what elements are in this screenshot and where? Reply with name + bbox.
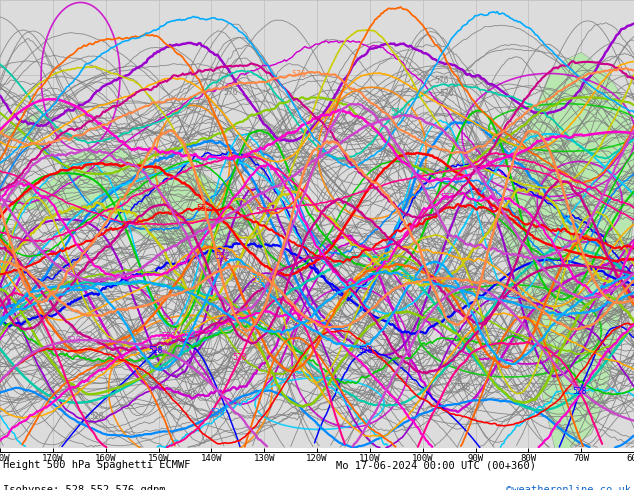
Text: 528: 528	[233, 353, 247, 362]
Text: 552: 552	[463, 285, 477, 294]
Text: 552: 552	[280, 276, 295, 285]
Text: 552: 552	[226, 196, 241, 204]
Text: ©weatheronline.co.uk: ©weatheronline.co.uk	[506, 485, 631, 490]
Text: 576: 576	[439, 89, 454, 98]
Polygon shape	[0, 112, 42, 142]
Text: 576: 576	[298, 170, 313, 178]
Text: 528: 528	[358, 346, 373, 355]
Text: Mo 17-06-2024 00:00 UTC (00+360): Mo 17-06-2024 00:00 UTC (00+360)	[336, 460, 536, 470]
Text: 576: 576	[255, 207, 269, 216]
Text: Height 500 hPa Spaghetti ECMWF: Height 500 hPa Spaghetti ECMWF	[3, 460, 191, 470]
Text: 552: 552	[215, 251, 230, 261]
Text: 576: 576	[390, 108, 404, 118]
Text: 528: 528	[58, 343, 72, 352]
Text: 528: 528	[339, 297, 354, 306]
Text: 552: 552	[182, 330, 197, 339]
Text: 552: 552	[196, 204, 210, 213]
Text: 552: 552	[252, 275, 266, 284]
Text: 576: 576	[152, 219, 166, 228]
Text: 528: 528	[167, 387, 182, 396]
Text: 552: 552	[420, 163, 435, 172]
Text: 576: 576	[321, 125, 336, 134]
Text: 528: 528	[153, 295, 167, 304]
Text: 552: 552	[306, 295, 320, 304]
Text: Isohypse: 528 552 576 gdpm: Isohypse: 528 552 576 gdpm	[3, 485, 165, 490]
Text: 552: 552	[401, 275, 416, 284]
Text: 552: 552	[376, 254, 390, 263]
Text: 576: 576	[253, 130, 268, 139]
Text: 528: 528	[212, 312, 226, 321]
Text: 552: 552	[441, 193, 455, 202]
Text: 528: 528	[210, 408, 225, 417]
Text: 528: 528	[161, 332, 176, 341]
Text: 576: 576	[292, 70, 306, 79]
Polygon shape	[0, 149, 249, 254]
Text: 528: 528	[148, 346, 163, 355]
Text: 576: 576	[434, 76, 449, 85]
Text: 576: 576	[223, 88, 238, 97]
Text: 528: 528	[384, 357, 398, 367]
Text: 576: 576	[398, 150, 413, 159]
Polygon shape	[502, 52, 634, 448]
Text: 576: 576	[377, 148, 392, 157]
Text: 528: 528	[573, 387, 587, 396]
Text: 528: 528	[66, 336, 81, 345]
Text: 528: 528	[183, 390, 198, 399]
Text: 528: 528	[90, 412, 104, 421]
Text: 528: 528	[456, 383, 471, 392]
